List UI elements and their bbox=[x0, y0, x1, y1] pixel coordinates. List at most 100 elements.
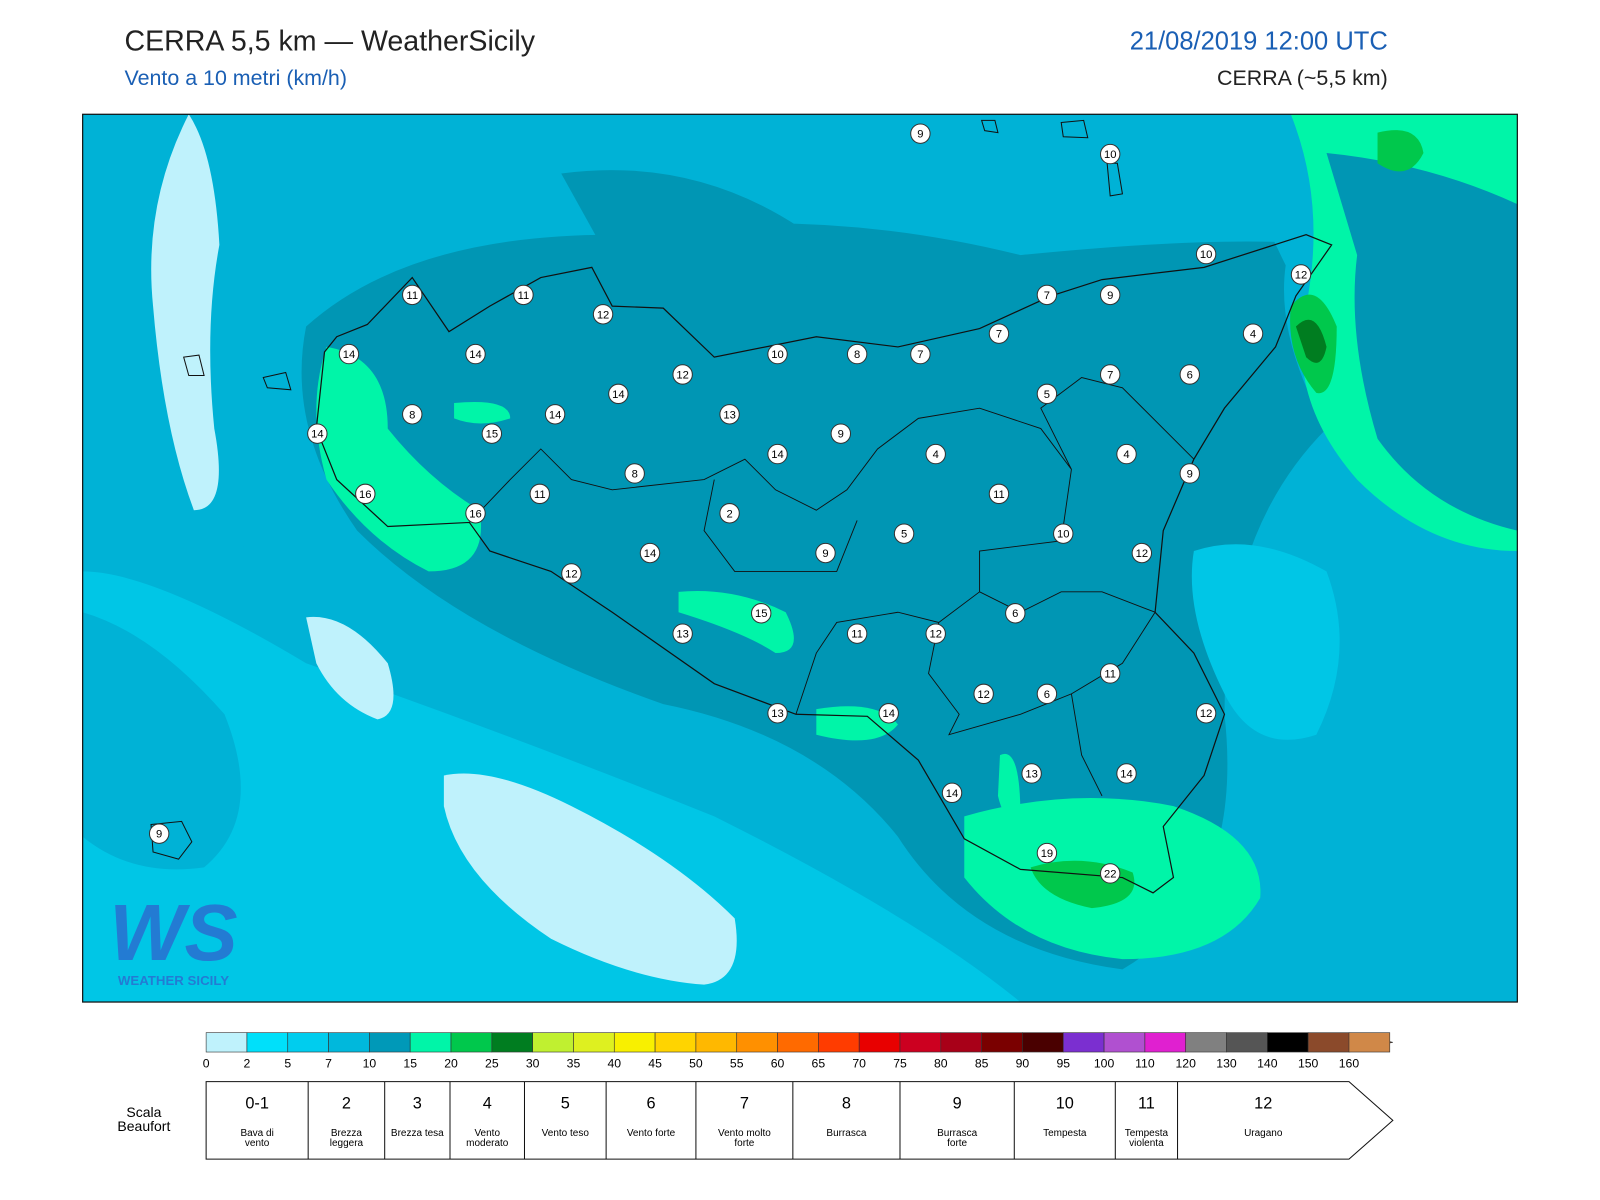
station-marker bbox=[973, 683, 994, 705]
colorbar-segment bbox=[736, 1032, 778, 1053]
colorbar-segment bbox=[1185, 1032, 1227, 1053]
beaufort-force: 0-1 bbox=[245, 1094, 269, 1112]
station-marker bbox=[1099, 284, 1121, 306]
station-marker bbox=[767, 443, 788, 465]
station-value: 13 bbox=[1025, 768, 1037, 780]
station-marker bbox=[1242, 323, 1264, 344]
station-value: 6 bbox=[1044, 689, 1050, 701]
station-marker bbox=[1021, 763, 1042, 784]
station-marker bbox=[624, 463, 645, 484]
station-marker bbox=[719, 503, 740, 524]
colorbar-tick-label: 80 bbox=[934, 1057, 948, 1071]
colorbar-tick-label: 100 bbox=[1094, 1057, 1115, 1071]
station-value: 9 bbox=[1187, 468, 1193, 480]
title: CERRA 5,5 km — WeatherSicily bbox=[124, 25, 535, 57]
station-marker bbox=[1179, 463, 1200, 484]
subtitle: Vento a 10 metri (km/h) bbox=[124, 66, 346, 90]
station-value: 11 bbox=[406, 290, 418, 302]
beaufort-force: 9 bbox=[953, 1094, 962, 1112]
colorbar-tick-label: 10 bbox=[363, 1057, 377, 1071]
beaufort-label: Burrasca forte bbox=[937, 1127, 978, 1149]
station-marker bbox=[846, 623, 868, 644]
station-marker bbox=[402, 284, 423, 306]
station-marker bbox=[1036, 383, 1058, 405]
colorbar-segment bbox=[328, 1032, 370, 1053]
station-value: 4 bbox=[1250, 329, 1256, 341]
colorbar-tick-label: 90 bbox=[1016, 1057, 1030, 1071]
station-value: 2 bbox=[726, 508, 732, 520]
colorbar-tick-label: 130 bbox=[1216, 1057, 1237, 1071]
beaufort-force: 3 bbox=[413, 1094, 422, 1112]
station-marker bbox=[402, 404, 423, 425]
station-value: 11 bbox=[993, 489, 1005, 501]
station-marker bbox=[767, 343, 788, 365]
station-marker bbox=[815, 542, 836, 564]
station-value: 12 bbox=[565, 568, 577, 580]
colorbar-tick-label: 55 bbox=[730, 1057, 744, 1071]
colorbar-segment bbox=[1348, 1032, 1391, 1053]
beaufort-label: Burrasca bbox=[826, 1127, 867, 1139]
station-value: 7 bbox=[996, 329, 1002, 341]
beaufort-force: 6 bbox=[646, 1094, 655, 1112]
colorbar-segment bbox=[409, 1032, 452, 1053]
colorbar-segment bbox=[1103, 1032, 1146, 1053]
station-value: 12 bbox=[597, 309, 609, 321]
station-value: 14 bbox=[343, 349, 355, 361]
datetime: 21/08/2019 12:00 UTC bbox=[1130, 28, 1388, 56]
beaufort-label: Bava di vento bbox=[240, 1127, 274, 1149]
station-marker bbox=[1036, 284, 1058, 306]
beaufort-label: Brezza leggera bbox=[329, 1127, 364, 1149]
station-value: 9 bbox=[156, 829, 162, 841]
colorbar-tick-label: 65 bbox=[812, 1057, 826, 1071]
station-value: 16 bbox=[359, 489, 371, 501]
station-value: 14 bbox=[771, 449, 783, 461]
colorbar-segment bbox=[1226, 1032, 1268, 1053]
station-value: 7 bbox=[1107, 369, 1113, 381]
beaufort-force: 12 bbox=[1254, 1094, 1272, 1112]
station-value: 14 bbox=[549, 409, 561, 421]
colorbar-tick-label: 95 bbox=[1056, 1057, 1070, 1071]
station-marker bbox=[592, 304, 614, 325]
colorbar-tick-label: 35 bbox=[567, 1057, 581, 1071]
station-value: 13 bbox=[723, 409, 735, 421]
colorbar-tick-label: 45 bbox=[648, 1057, 662, 1071]
beaufort-label: Brezza tesa bbox=[390, 1127, 444, 1139]
station-marker bbox=[1116, 763, 1137, 784]
station-marker bbox=[544, 404, 566, 425]
station-value: 15 bbox=[486, 429, 498, 441]
colorbar-tick-label: 15 bbox=[403, 1057, 417, 1071]
station-marker bbox=[1195, 703, 1217, 724]
station-value: 8 bbox=[409, 409, 415, 421]
beaufort-label: Tempesta violenta bbox=[1124, 1127, 1169, 1149]
station-marker bbox=[672, 364, 693, 385]
station-value: 11 bbox=[518, 290, 530, 302]
station-marker bbox=[1179, 364, 1200, 385]
station-marker bbox=[988, 483, 1010, 505]
station-value: 9 bbox=[917, 129, 923, 141]
station-marker bbox=[639, 542, 661, 564]
station-marker bbox=[672, 623, 693, 644]
station-marker bbox=[910, 123, 931, 144]
model: CERRA (~5,5 km) bbox=[1217, 66, 1388, 90]
station-marker bbox=[1053, 523, 1074, 544]
beaufort-label: Vento molto forte bbox=[717, 1127, 771, 1149]
colorbar-segment bbox=[246, 1032, 289, 1053]
colorbar-segment bbox=[450, 1032, 493, 1053]
station-value: 14 bbox=[612, 389, 624, 401]
station-value: 9 bbox=[1107, 290, 1113, 302]
station-marker bbox=[513, 284, 534, 306]
station-marker bbox=[148, 823, 170, 844]
station-value: 8 bbox=[854, 349, 860, 361]
colorbar-segment bbox=[940, 1032, 982, 1053]
beaufort-label: Tempesta bbox=[1043, 1127, 1087, 1139]
colorbar-segment bbox=[1144, 1032, 1187, 1053]
colorbar-tick-label: 40 bbox=[607, 1057, 621, 1071]
station-value: 22 bbox=[1104, 868, 1116, 880]
station-value: 12 bbox=[1136, 548, 1148, 560]
station-value: 12 bbox=[929, 629, 941, 641]
station-marker bbox=[1290, 264, 1312, 285]
colorbar-tick-label: 50 bbox=[689, 1057, 703, 1071]
station-marker bbox=[338, 343, 360, 365]
station-value: 14 bbox=[644, 548, 656, 560]
